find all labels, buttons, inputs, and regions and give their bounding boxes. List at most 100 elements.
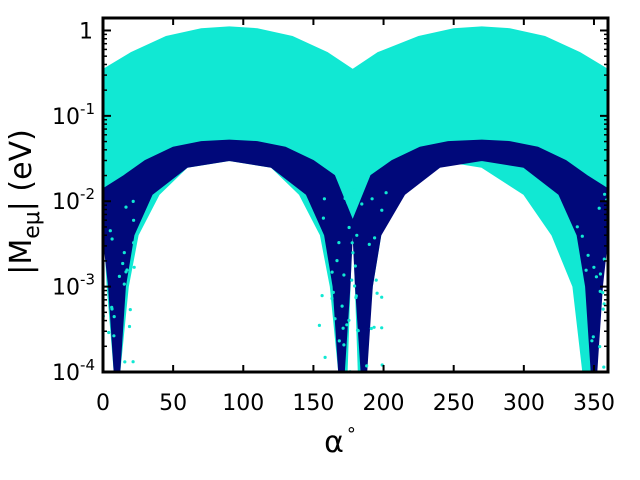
scatter-dot xyxy=(127,324,132,329)
ticks-layer: 0 50 100 150 200 250 300 350 1 10-1 10-2 10-3 10-4 xyxy=(52,18,615,416)
scatter-dot xyxy=(107,330,111,335)
scatter-dot xyxy=(380,295,384,299)
scatter-dot xyxy=(131,360,135,364)
x-tick-label: 350 xyxy=(573,391,615,416)
y-tick-label: 10-4 xyxy=(52,356,95,386)
scatter-dot xyxy=(320,294,324,298)
scatter-dot xyxy=(598,272,603,276)
scatter-dot xyxy=(598,289,602,293)
scatter-dot xyxy=(597,206,601,210)
scatter-dot xyxy=(347,225,351,230)
scatter-dot xyxy=(370,197,374,201)
scatter-dot xyxy=(575,225,579,229)
scatter-dot xyxy=(352,203,356,207)
scatter-dot xyxy=(369,326,373,331)
scatter-dot xyxy=(602,257,606,261)
scatter-dot xyxy=(335,259,339,263)
scatter-dot xyxy=(580,234,584,238)
scatter-dot xyxy=(352,199,356,204)
scatter-dot xyxy=(365,364,369,368)
x-tick-label: 0 xyxy=(96,391,110,416)
scatter-dot xyxy=(374,278,378,282)
scatter-dot xyxy=(317,323,321,327)
scatter-dot xyxy=(601,307,605,311)
scatter-dot xyxy=(353,284,357,288)
scatter-dot xyxy=(345,323,349,327)
x-tick-label: 50 xyxy=(159,391,187,416)
scatter-dot xyxy=(346,201,350,205)
scatter-dot xyxy=(602,365,606,369)
scatter-dot xyxy=(598,345,602,349)
series-1-band xyxy=(103,26,608,372)
scatter-dot xyxy=(96,197,99,200)
scatter-dot xyxy=(110,305,114,309)
scatter-dot xyxy=(590,339,594,343)
scatter-dot xyxy=(337,241,341,245)
x-axis-title: α ° xyxy=(324,424,356,460)
scatter-dot xyxy=(367,242,371,246)
scatter-dot xyxy=(372,325,376,329)
scatter-dot xyxy=(586,253,590,257)
scatter-dot xyxy=(98,319,101,322)
scatter-dot xyxy=(380,208,384,212)
scatter-dot xyxy=(337,339,341,343)
scatter-dot xyxy=(321,216,325,220)
scatter-dot xyxy=(125,268,129,272)
scatter-dot xyxy=(322,197,326,201)
scatter-dot xyxy=(584,326,588,330)
plot-frame xyxy=(101,16,610,374)
scatter-dot xyxy=(330,270,334,274)
scatter-dot xyxy=(132,265,136,269)
scatter-dot xyxy=(347,318,351,322)
scatter-dot xyxy=(123,360,127,364)
scatter-dot xyxy=(384,191,388,195)
scatter-dot xyxy=(352,188,357,192)
scatter-dot xyxy=(117,274,121,278)
scatter-dot xyxy=(353,264,357,268)
scatter-dot xyxy=(360,202,364,206)
x-tick-label: 300 xyxy=(503,391,545,416)
scatter-dot xyxy=(333,317,337,321)
y-tick-label: 10-1 xyxy=(52,100,95,130)
y-tick-label: 1 xyxy=(79,19,93,44)
scatter-dot xyxy=(380,326,384,330)
scatter-dot xyxy=(611,184,614,187)
scatter-dot xyxy=(112,334,116,338)
scatter-dot xyxy=(122,282,126,286)
scatter-dot xyxy=(323,355,327,359)
scatter-dot xyxy=(610,366,613,369)
scatter-dot xyxy=(330,296,334,301)
scatter-dot xyxy=(345,198,349,203)
scatter-dot xyxy=(341,326,345,330)
scatter-dot xyxy=(110,237,114,241)
scatter-dot xyxy=(594,275,599,279)
scatter-dot xyxy=(350,241,354,245)
scatter-dot xyxy=(602,302,606,306)
x-tick-label: 200 xyxy=(363,391,405,416)
y-tick-label: 10-2 xyxy=(52,185,95,215)
series-layer xyxy=(103,26,608,372)
scatter-dot xyxy=(108,229,112,233)
x-tick-label: 100 xyxy=(222,391,264,416)
scatter-dot xyxy=(342,273,346,277)
scatter-dot xyxy=(603,192,607,196)
scatter-dots-layer xyxy=(96,184,614,372)
scatter-dot xyxy=(592,265,596,269)
scatter-dot xyxy=(121,261,125,266)
scatter-dot xyxy=(349,197,353,201)
scatter-dot xyxy=(355,328,360,332)
scatter-dot xyxy=(351,251,355,255)
scatter-dot xyxy=(373,236,377,240)
scatter-dot xyxy=(331,290,335,294)
y-axis-title: |Meμ| (eV) xyxy=(4,129,45,275)
scatter-dot xyxy=(340,304,344,308)
scatter-dot xyxy=(343,196,347,200)
scatter-dot xyxy=(375,291,379,295)
scatter-dot xyxy=(355,233,359,237)
scatter-dot xyxy=(128,308,132,312)
scatter-dot xyxy=(348,205,352,209)
scatter-dot xyxy=(131,199,135,203)
scatter-dot xyxy=(354,294,358,298)
scatter-dot xyxy=(584,268,588,272)
